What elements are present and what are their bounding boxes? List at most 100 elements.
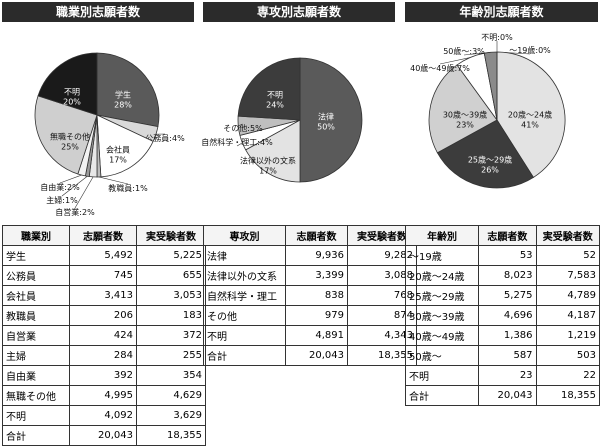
table-cell: 18,355 (536, 386, 599, 406)
table-cell: 自然科学・理工 (204, 286, 286, 306)
header-cell: 実受験者数 (137, 226, 206, 246)
chart-title: 職業別志願者数 (56, 4, 141, 19)
slice-name: 主婦 (46, 195, 62, 205)
table-cell: 23 (479, 366, 536, 386)
table-cell: 法律 (204, 246, 286, 266)
slice-value: :1% (62, 196, 78, 205)
table-cell: 不明 (3, 406, 70, 426)
slice-value: 50% (317, 123, 335, 132)
pie-slice (238, 58, 300, 120)
table-cell: 8,023 (479, 266, 536, 286)
slice-name: 30歳～39歳 (443, 110, 487, 120)
slice-value: :1% (132, 184, 148, 193)
table-cell: 5,275 (479, 286, 536, 306)
table-cell: 183 (137, 306, 206, 326)
slice-value: 17% (259, 167, 277, 176)
slice-label: 自由業:2% (40, 182, 80, 192)
table-cell: 会社員 (3, 286, 70, 306)
slice-name: 法律 (318, 112, 334, 122)
table-cell: 5,492 (70, 246, 137, 266)
table-cell: 法律以外の文系 (204, 266, 286, 286)
header-cell: 専攻別 (204, 226, 286, 246)
header-cell: 志願者数 (479, 226, 536, 246)
slice-value: :0% (497, 33, 513, 42)
table-cell: 50歳～ (406, 346, 479, 366)
slice-name: 自営業 (55, 207, 79, 217)
slice-value: :3% (469, 47, 485, 56)
slice-label: 主婦:1% (46, 195, 78, 205)
table-cell: 9,936 (286, 246, 348, 266)
slice-label: 教職員:1% (108, 183, 148, 193)
table-cell: 22 (536, 366, 599, 386)
slice-label: 40歳～49歳:7% (410, 63, 470, 73)
slice-name: 不明 (481, 33, 497, 42)
table-cell: 学生 (3, 246, 70, 266)
table-cell: 4,187 (536, 306, 599, 326)
slice-name: 会社員 (106, 145, 130, 155)
table-cell: その他 (204, 306, 286, 326)
table-cell: 教職員 (3, 306, 70, 326)
table-cell: 30歳～39歳 (406, 306, 479, 326)
slice-value: :2% (64, 183, 80, 192)
pie-charts: 職業別志願者数学生28%公務員:4%会社員17%教職員:1%自営業:2%主婦:1… (0, 0, 600, 225)
table-cell: 5,225 (137, 246, 206, 266)
slice-name: ～19歳 (509, 45, 535, 55)
table-cell: 372 (137, 326, 206, 346)
header-row: 専攻別志願者数実受験者数 (204, 226, 417, 246)
table-cell: 979 (286, 306, 348, 326)
header-cell: 志願者数 (70, 226, 137, 246)
slice-label: 50歳～:3% (443, 46, 485, 56)
table-cell: 1,219 (536, 326, 599, 346)
table-cell: 424 (70, 326, 137, 346)
table-cell: 655 (137, 266, 206, 286)
slice-name: 学生 (115, 90, 131, 100)
table-cell: 自営業 (3, 326, 70, 346)
slice-name: 無職その他 (50, 132, 90, 142)
table-cell: 20歳～24歳 (406, 266, 479, 286)
table-cell: 4,696 (479, 306, 536, 326)
table-cell: 不明 (406, 366, 479, 386)
table-cell: 4,891 (286, 326, 348, 346)
header-cell: 志願者数 (286, 226, 348, 246)
table-cell: 3,053 (137, 286, 206, 306)
slice-name: 教職員 (108, 183, 132, 193)
slice-value: :4% (169, 134, 185, 143)
slice-value: 25% (61, 143, 79, 152)
slice-value: 20% (63, 98, 81, 107)
slice-value: 41% (521, 121, 539, 130)
table-cell: 自由業 (3, 366, 70, 386)
header-cell: 職業別 (3, 226, 70, 246)
slice-name: 25歳～29歳 (468, 155, 512, 165)
chart-title: 年齢別志願者数 (459, 4, 544, 19)
table-cell: 255 (137, 346, 206, 366)
table-cell: 503 (536, 346, 599, 366)
slice-name: 法律以外の文系 (240, 156, 296, 166)
slice-label: その他:5% (223, 123, 263, 133)
slice-name: 不明 (64, 88, 80, 97)
table-cell: 合計 (406, 386, 479, 406)
table-cell: 合計 (3, 426, 70, 446)
table-cell: 4,789 (536, 286, 599, 306)
